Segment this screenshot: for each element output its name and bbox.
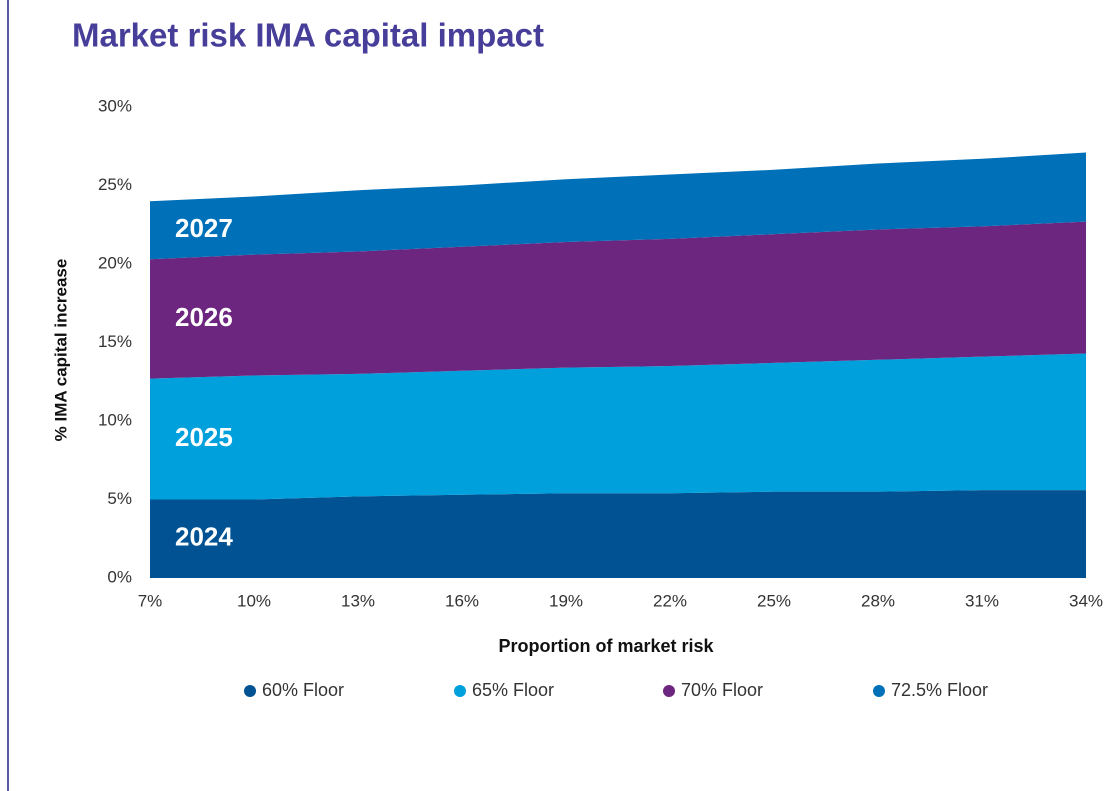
- legend-marker: [663, 685, 675, 697]
- area: [150, 490, 1086, 578]
- area-label: 2027: [175, 213, 233, 243]
- area: [150, 353, 1086, 500]
- legend-marker: [873, 685, 885, 697]
- x-axis-label: Proportion of market risk: [498, 636, 714, 656]
- x-tick-label: 7%: [138, 591, 163, 610]
- legend-label: 70% Floor: [681, 680, 763, 700]
- chart-title: Market risk IMA capital impact: [72, 17, 544, 54]
- x-tick-label: 25%: [757, 591, 791, 610]
- x-tick-label: 22%: [653, 591, 687, 610]
- area: [150, 152, 1086, 260]
- x-tick-label: 28%: [861, 591, 895, 610]
- y-tick-label: 20%: [98, 253, 132, 272]
- legend-label: 60% Floor: [262, 680, 344, 700]
- y-tick-label: 5%: [107, 489, 132, 508]
- area-label: 2025: [175, 422, 233, 452]
- x-tick-label: 19%: [549, 591, 583, 610]
- area: [150, 221, 1086, 379]
- x-tick-label: 13%: [341, 591, 375, 610]
- y-tick-label: 15%: [98, 332, 132, 351]
- legend-marker: [244, 685, 256, 697]
- area-label: 2026: [175, 302, 233, 332]
- x-tick-label: 31%: [965, 591, 999, 610]
- x-tick-label: 34%: [1069, 591, 1103, 610]
- y-tick-label: 0%: [107, 567, 132, 586]
- legend-label: 72.5% Floor: [891, 680, 988, 700]
- legend-label: 65% Floor: [472, 680, 554, 700]
- y-tick-label: 25%: [98, 175, 132, 194]
- y-axis-label: % IMA capital increase: [51, 259, 70, 442]
- legend-marker: [454, 685, 466, 697]
- area-label: 2024: [175, 522, 233, 552]
- y-tick-label: 30%: [98, 96, 132, 115]
- y-tick-label: 10%: [98, 410, 132, 429]
- x-tick-label: 10%: [237, 591, 271, 610]
- x-tick-label: 16%: [445, 591, 479, 610]
